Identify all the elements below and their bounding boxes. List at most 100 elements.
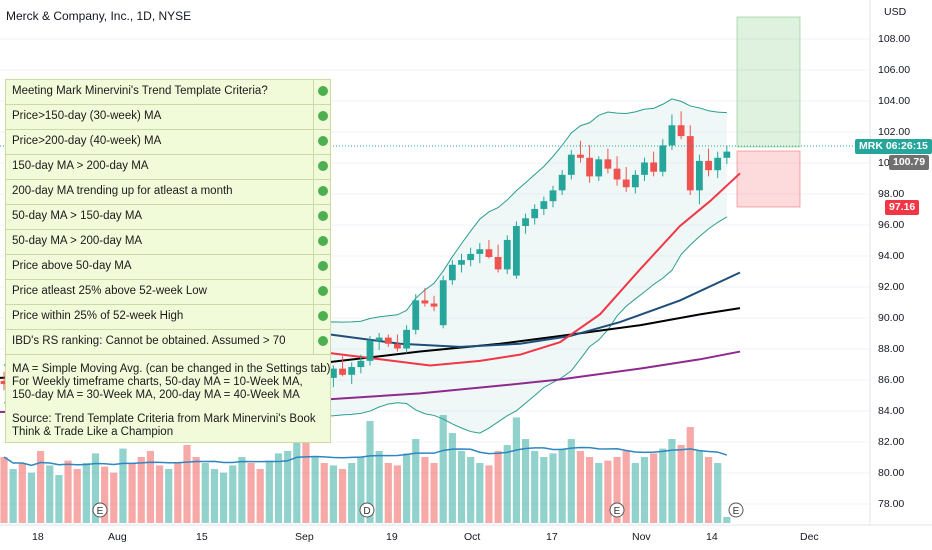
status-dot-icon bbox=[318, 186, 328, 196]
volume-ma-line bbox=[3, 446, 728, 467]
volume-bar bbox=[412, 439, 420, 523]
volume-bar bbox=[137, 457, 145, 523]
status-dot-icon bbox=[318, 161, 328, 171]
volume-bar bbox=[146, 451, 154, 523]
volume-bar bbox=[128, 463, 136, 523]
volume-bar bbox=[613, 457, 621, 523]
volume-bar bbox=[101, 466, 109, 523]
time-tick-label: 17 bbox=[546, 531, 558, 543]
volume-bar bbox=[448, 433, 456, 523]
event-marker-label: E bbox=[97, 506, 104, 517]
criteria-status-cell bbox=[313, 80, 331, 104]
candle-body bbox=[567, 154, 575, 175]
volume-bar bbox=[302, 439, 310, 523]
volume-bar bbox=[201, 463, 209, 523]
candle-body bbox=[467, 253, 475, 261]
criteria-label: Price atleast 25% above 52-week Low bbox=[12, 285, 207, 297]
loss-zone bbox=[736, 150, 801, 208]
volume-bar bbox=[467, 457, 475, 523]
criteria-row: Price atleast 25% above 52-week Low bbox=[6, 280, 330, 305]
time-tick-label: Aug bbox=[108, 531, 127, 543]
candle-body bbox=[339, 368, 346, 375]
candle-body bbox=[430, 303, 438, 307]
stop-price-badge: 97.16 bbox=[885, 200, 920, 215]
price-tick-label: 94.00 bbox=[878, 250, 905, 262]
candle-body bbox=[723, 151, 731, 158]
criteria-row: 50-day MA > 150-day MA bbox=[6, 205, 330, 230]
candle-body bbox=[412, 300, 420, 330]
status-dot-icon bbox=[318, 286, 328, 296]
volume-bar bbox=[595, 463, 603, 523]
volume-bar bbox=[320, 463, 328, 523]
volume-bar bbox=[659, 448, 667, 523]
volume-bar bbox=[540, 457, 548, 523]
volume-bar bbox=[403, 453, 411, 523]
event-marker-label: D bbox=[363, 506, 370, 517]
volume-bar bbox=[384, 463, 392, 523]
candle-body bbox=[604, 159, 612, 169]
volume-bar bbox=[155, 465, 164, 523]
candle-body bbox=[448, 264, 456, 281]
candle-body bbox=[677, 125, 685, 137]
volume-bar bbox=[558, 448, 566, 523]
volume-bar bbox=[110, 472, 118, 523]
trend-template-panel: Meeting Mark Minervini's Trend Template … bbox=[5, 79, 331, 443]
volume-bar bbox=[686, 427, 694, 523]
criteria-status-cell bbox=[313, 330, 331, 354]
volume-bar bbox=[640, 457, 649, 523]
volume-bar bbox=[650, 453, 658, 523]
criteria-row: 200-day MA trending up for atleast a mon… bbox=[6, 180, 330, 205]
volume-bar bbox=[265, 460, 273, 523]
volume-bar bbox=[256, 469, 264, 523]
criteria-status-cell bbox=[313, 105, 331, 129]
volume-bar bbox=[567, 439, 575, 523]
last-price-badge: 100.79 bbox=[889, 155, 930, 170]
criteria-status-cell bbox=[313, 205, 331, 229]
volume-bar bbox=[430, 463, 438, 523]
volume-bar bbox=[229, 465, 237, 523]
candle-body bbox=[668, 125, 676, 146]
volume-bar bbox=[9, 469, 17, 523]
criteria-label: Meeting Mark Minervini's Trend Template … bbox=[12, 85, 268, 97]
candle-body bbox=[403, 329, 410, 349]
criteria-label: Price>200-day (40-week) MA bbox=[12, 135, 162, 147]
volume-bar bbox=[357, 457, 365, 523]
criteria-row: Price within 25% of 52-week High bbox=[6, 305, 330, 330]
countdown-text: 06:26:15 bbox=[885, 140, 928, 152]
criteria-status-cell bbox=[313, 255, 331, 279]
price-tick-label: 78.00 bbox=[878, 498, 905, 510]
time-tick-label: Oct bbox=[464, 531, 481, 543]
ma-50-line bbox=[329, 172, 741, 367]
volume-bar bbox=[338, 469, 347, 523]
candle-body bbox=[714, 157, 722, 171]
volume-bar bbox=[55, 475, 63, 523]
criteria-row: Price above 50-day MA bbox=[6, 255, 330, 280]
volume-bar bbox=[695, 451, 703, 523]
status-dot-icon bbox=[318, 86, 328, 96]
candle-body bbox=[384, 337, 392, 344]
price-tick-label: 96.00 bbox=[878, 219, 905, 231]
note-line-5: Think & Trade Like a Champion bbox=[12, 426, 174, 438]
note-line-3: 150-day MA = 30-Week MA, 200-day MA = 40… bbox=[12, 389, 300, 401]
volume-bar bbox=[723, 517, 731, 523]
earnings-marker-icon bbox=[609, 502, 625, 518]
volume-bar bbox=[311, 457, 319, 523]
volume-bar bbox=[329, 465, 337, 523]
criteria-status-cell bbox=[313, 230, 331, 254]
volume-bar bbox=[192, 457, 200, 523]
criteria-label: Price above 50-day MA bbox=[12, 260, 132, 272]
criteria-label: Price within 25% of 52-week High bbox=[12, 310, 184, 322]
status-dot-icon bbox=[318, 261, 328, 271]
candle-body bbox=[375, 337, 383, 341]
criteria-label: Price>150-day (30-week) MA bbox=[12, 110, 162, 122]
candle-body bbox=[659, 145, 667, 172]
candle-body bbox=[595, 159, 603, 177]
volume-bar bbox=[238, 457, 246, 523]
currency-label: USD bbox=[884, 6, 907, 18]
volume-bar bbox=[714, 463, 722, 523]
candle-body bbox=[458, 260, 465, 265]
volume-bar bbox=[348, 463, 356, 523]
candle-body bbox=[522, 218, 529, 226]
volume-bar bbox=[183, 445, 191, 523]
